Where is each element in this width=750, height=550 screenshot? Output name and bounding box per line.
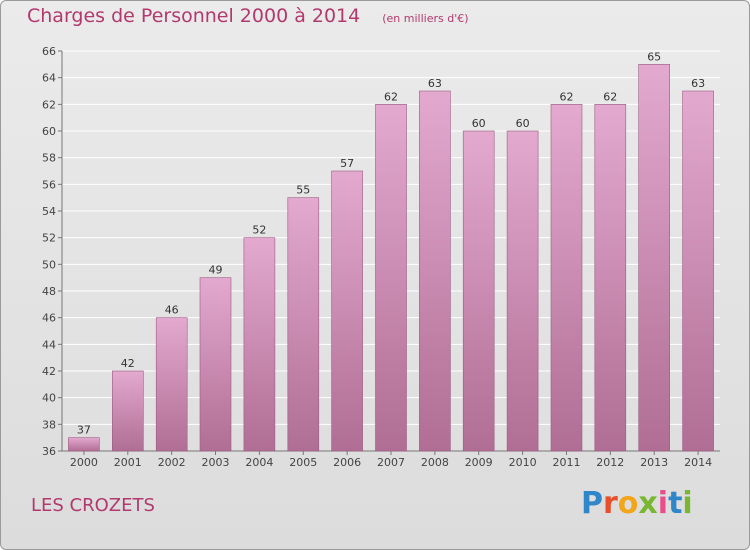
x-tick-label: 2001 (114, 456, 142, 469)
x-tick-label: 2014 (684, 456, 712, 469)
y-tick-label: 60 (42, 125, 56, 138)
x-tick-label: 2006 (333, 456, 361, 469)
bar-2006 (331, 170, 363, 452)
data-label-2014: 63 (691, 77, 705, 90)
x-tick-label: 2000 (70, 456, 98, 469)
x-tick-label: 2005 (289, 456, 317, 469)
bar-2009 (462, 130, 495, 452)
y-tick-label: 66 (42, 45, 56, 58)
data-label-2002: 46 (165, 304, 179, 317)
bar-2010 (506, 130, 539, 452)
x-tick-label: 2004 (245, 456, 273, 469)
x-tick-label: 2012 (596, 456, 624, 469)
data-label-2005: 55 (296, 184, 310, 197)
y-tick-label: 54 (42, 205, 56, 218)
y-tick-label: 56 (42, 178, 56, 191)
y-tick-label: 48 (42, 285, 56, 298)
bar-2013 (638, 63, 671, 452)
x-tick-label: 2003 (202, 456, 230, 469)
bar-2003 (199, 277, 232, 452)
data-label-2012: 62 (603, 90, 617, 103)
data-label-2010: 60 (516, 117, 530, 130)
data-label-2000: 37 (77, 424, 91, 437)
data-label-2006: 57 (340, 157, 354, 170)
title-row: Charges de Personnel 2000 à 2014 (en mill… (27, 5, 469, 27)
x-tick-label: 2010 (509, 456, 537, 469)
data-label-2001: 42 (121, 357, 135, 370)
bar-2002 (155, 317, 188, 452)
proxiti-logo: Proxiti (581, 486, 693, 521)
bar-2014 (682, 90, 714, 452)
y-tick-label: 52 (42, 232, 56, 245)
data-label-2008: 63 (428, 77, 442, 90)
bar-2012 (594, 104, 627, 452)
y-tick-label: 44 (42, 338, 56, 351)
data-label-2011: 62 (560, 90, 574, 103)
x-tick-label: 2013 (640, 456, 668, 469)
x-tick-label: 2011 (553, 456, 581, 469)
y-tick-label: 62 (42, 98, 56, 111)
bar-2001 (112, 370, 144, 452)
data-label-2003: 49 (209, 264, 223, 277)
x-tick-label: 2008 (421, 456, 449, 469)
x-tick-label: 2002 (158, 456, 186, 469)
bar-2004 (243, 237, 276, 452)
chart-title: Charges de Personnel 2000 à 2014 (27, 5, 361, 27)
y-tick-label: 42 (42, 365, 56, 378)
data-label-2009: 60 (472, 117, 486, 130)
x-tick-label: 2009 (465, 456, 493, 469)
bar-chart: 36 38 40 42 44 46 48 50 52 54 56 58 60 62 64 66 37 2000 42… (42, 45, 720, 469)
data-label-2007: 62 (384, 90, 398, 103)
data-label-2004: 52 (252, 224, 266, 237)
y-tick-label: 46 (42, 312, 56, 325)
y-tick-label: 36 (42, 445, 56, 458)
data-label-2013: 65 (647, 50, 661, 63)
y-tick-label: 58 (42, 152, 56, 165)
commune-name: LES CROZETS (31, 495, 155, 516)
bar-2007 (375, 104, 407, 452)
y-tick-label: 40 (42, 392, 56, 405)
bar-2000 (68, 437, 100, 452)
bar-2008 (419, 90, 451, 452)
y-tick-label: 50 (42, 258, 56, 271)
labels: 36 38 40 42 44 46 48 50 52 54 56 58 60 62 64 66 37 2000 42… (42, 45, 712, 469)
bars (68, 63, 714, 452)
x-tick-label: 2007 (377, 456, 405, 469)
bar-2011 (550, 104, 583, 452)
y-tick-label: 38 (42, 418, 56, 431)
y-tick-label: 64 (42, 72, 56, 85)
chart-subtitle: (en milliers d'€) (382, 12, 469, 25)
bar-2005 (287, 197, 320, 452)
